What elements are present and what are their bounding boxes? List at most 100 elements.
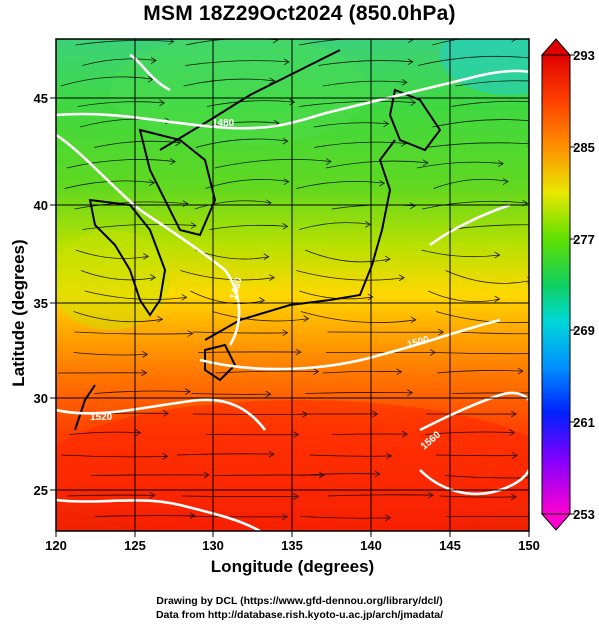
streamline xyxy=(445,270,529,284)
colorbar-label: 269 xyxy=(573,323,595,338)
streamline xyxy=(305,392,413,394)
credit-drawing: Drawing by DCL (https://www.gfd-dennou.o… xyxy=(156,595,443,607)
streamline-arrow xyxy=(282,137,289,145)
x-tick-labels: 120 125 130 135 140 145 150 xyxy=(45,538,540,553)
colorbar-label: 293 xyxy=(573,48,595,63)
streamline-arrow xyxy=(510,493,517,501)
streamline xyxy=(69,431,141,435)
streamline xyxy=(451,100,529,107)
colorbar-label: 277 xyxy=(573,232,595,247)
streamline-arrow xyxy=(182,200,189,207)
streamline xyxy=(332,433,408,435)
streamline-arrow xyxy=(157,315,164,323)
streamline xyxy=(215,370,319,374)
streamline xyxy=(77,101,165,107)
x-tick-label: 120 xyxy=(45,538,67,553)
korea-coast xyxy=(88,198,167,317)
streamline xyxy=(80,270,156,281)
streamline xyxy=(84,290,187,300)
streamline xyxy=(91,474,209,476)
colorbar-label: 253 xyxy=(573,507,595,522)
streamline-arrow xyxy=(283,58,290,66)
streamline-arrow xyxy=(407,58,414,66)
wind-streamlines xyxy=(58,39,535,522)
streamline-arrow xyxy=(282,223,289,230)
streamline-arrow xyxy=(269,274,276,281)
streamline-arrow xyxy=(385,514,392,522)
y-tick-label: 25 xyxy=(34,483,48,498)
colorbar-top-arrow xyxy=(540,38,572,56)
streamline xyxy=(299,473,380,476)
streamline-arrow xyxy=(511,452,518,459)
streamline-arrow xyxy=(293,431,300,439)
colorbar-label: 261 xyxy=(573,415,595,430)
grid-lines xyxy=(56,39,529,531)
streamline xyxy=(313,141,407,148)
streamline-arrow xyxy=(282,329,289,337)
streamline-arrow xyxy=(318,471,325,479)
streamline-arrow xyxy=(181,293,188,301)
streamline-arrow xyxy=(438,328,445,336)
streamline xyxy=(299,222,371,230)
y-tick-label: 35 xyxy=(34,296,48,311)
streamline-arrow xyxy=(303,315,310,322)
streamline xyxy=(94,515,195,517)
streamline-arrow xyxy=(143,253,150,260)
x-tick-label: 150 xyxy=(518,538,540,553)
streamline xyxy=(60,76,154,87)
streamline-arrow xyxy=(517,367,524,375)
warm-region-west xyxy=(56,230,170,330)
streamline-arrow xyxy=(150,274,157,281)
streamline-arrow xyxy=(175,139,182,147)
streamline-arrow xyxy=(295,348,302,356)
streamline xyxy=(305,249,391,263)
streamline-arrow xyxy=(293,493,300,500)
streamline xyxy=(296,270,405,281)
streamline xyxy=(432,119,529,128)
streamline-arrow xyxy=(398,274,405,282)
streamline xyxy=(214,159,332,169)
streamline xyxy=(433,352,529,355)
streamline-arrow xyxy=(282,513,289,521)
taiwan-coast xyxy=(74,384,96,431)
mainland-coast xyxy=(159,49,341,151)
streamline xyxy=(300,516,391,519)
contour-label-1480-a: 1480 xyxy=(212,118,235,129)
streamline-arrow xyxy=(400,140,407,147)
y-tick-label: 30 xyxy=(34,391,48,406)
streamline xyxy=(425,142,529,148)
streamline xyxy=(75,249,149,259)
streamline xyxy=(299,39,414,46)
streamline xyxy=(209,224,288,230)
streamline xyxy=(322,80,407,87)
colorbar-gradient xyxy=(541,54,571,515)
streamline xyxy=(432,39,517,46)
streamline xyxy=(183,78,275,87)
streamline xyxy=(61,454,168,458)
streamline xyxy=(449,224,529,230)
streamline-arrow xyxy=(402,430,409,438)
streamline xyxy=(205,179,289,189)
y-tick-labels: 45 40 35 30 25 xyxy=(34,91,48,498)
streamline xyxy=(194,200,272,210)
streamline-arrow xyxy=(135,429,142,437)
streamline-arrow xyxy=(268,450,275,458)
streamline-arrow xyxy=(203,471,210,479)
streamline-arrow xyxy=(269,77,276,85)
manchuria-coast xyxy=(138,128,217,237)
streamline xyxy=(422,200,528,210)
streamline xyxy=(327,494,434,497)
streamline-arrow xyxy=(396,368,403,376)
streamline-arrow xyxy=(141,369,148,377)
streamline xyxy=(455,331,529,335)
streamline xyxy=(427,290,500,303)
streamline-arrow xyxy=(169,158,176,165)
y-axis-title: Latitude (degrees) xyxy=(9,239,28,387)
streamline-arrow xyxy=(162,453,169,460)
streamline xyxy=(195,138,288,148)
streamline-arrow xyxy=(530,56,535,62)
streamline xyxy=(73,352,148,356)
streamline xyxy=(299,100,416,107)
contour-south xyxy=(56,498,261,531)
streamline xyxy=(75,39,174,46)
